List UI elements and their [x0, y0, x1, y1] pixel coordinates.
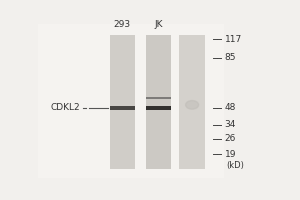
Text: 34: 34	[225, 120, 236, 129]
Bar	[110, 106, 135, 110]
Text: 117: 117	[225, 35, 242, 44]
Text: 293: 293	[114, 20, 131, 29]
Circle shape	[186, 101, 199, 109]
Bar	[146, 106, 171, 110]
Bar	[146, 97, 171, 99]
Bar	[179, 35, 205, 169]
Text: CDKL2: CDKL2	[51, 103, 80, 112]
Text: 26: 26	[225, 134, 236, 143]
Text: 48: 48	[225, 103, 236, 112]
Text: 85: 85	[225, 53, 236, 62]
Bar	[110, 35, 135, 169]
Text: (kD): (kD)	[226, 161, 244, 170]
Text: JK: JK	[154, 20, 163, 29]
Bar	[146, 35, 171, 169]
Text: 19: 19	[225, 150, 236, 159]
Bar	[38, 24, 224, 178]
